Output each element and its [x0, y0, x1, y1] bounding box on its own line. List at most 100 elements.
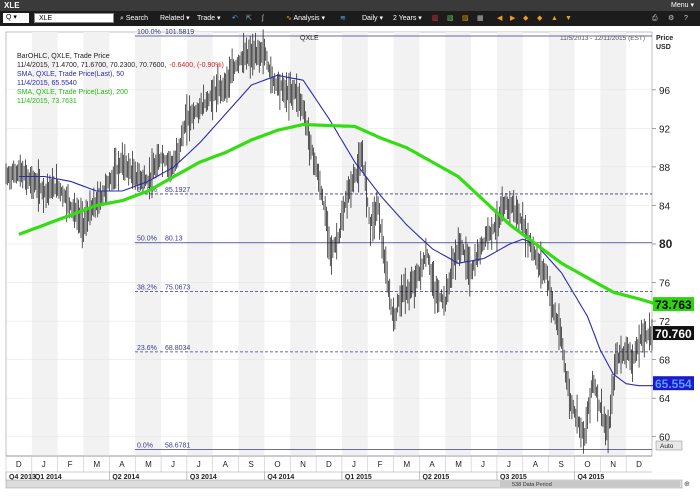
cursor-icon[interactable]: ⇱ — [246, 15, 252, 22]
range-label: 2 Years — [393, 15, 417, 22]
month-label: M — [145, 460, 152, 469]
menu-label: Menu — [671, 2, 689, 9]
help-icon[interactable]: ? — [684, 15, 688, 22]
month-label: J — [42, 460, 46, 469]
quarter-label: Q4 2014 — [267, 474, 294, 481]
month-label: D — [16, 460, 22, 469]
month-label: J — [507, 460, 511, 469]
trade-menu[interactable]: Trade ▾ — [197, 15, 221, 22]
data-period-label: 538 Data Period — [512, 482, 552, 488]
related-label: Related — [160, 15, 185, 22]
price-axis-label: Price — [656, 35, 673, 42]
sma50-line — [18, 74, 666, 387]
horizontal-scrollbar[interactable] — [5, 479, 683, 489]
sma200-last-box — [653, 297, 694, 312]
month-label: J — [352, 460, 356, 469]
legend-change: -0.6400, (-0.90%) — [169, 62, 223, 69]
grid-icon[interactable]: ▦ — [477, 15, 484, 22]
analysis-menu[interactable]: ∿ Analysis ▾ — [286, 15, 325, 22]
month-label: S — [559, 460, 564, 469]
chart-type-icon[interactable]: ▥ — [432, 15, 439, 22]
quarter-label: Q4 2015 — [577, 474, 604, 481]
quarter-label: Q2 2014 — [112, 474, 139, 481]
fib-value-label: 75.0673 — [165, 285, 190, 292]
y-tick-label: 76 — [659, 279, 671, 290]
month-label: D — [636, 460, 642, 469]
quote-type-label: Q — [6, 14, 12, 21]
quarter-label: Q1 2014 — [35, 474, 62, 481]
expand-icon[interactable]: ◆ — [523, 15, 529, 22]
month-label: O — [274, 460, 280, 469]
fib-pct-label: 50.0% — [137, 236, 157, 243]
month-label: S — [248, 460, 253, 469]
month-label: J — [197, 460, 201, 469]
y-tick-label: 68 — [659, 356, 671, 367]
quote-type-select[interactable]: Q ▾ — [3, 13, 29, 23]
y-tick-label: 80 — [659, 237, 673, 251]
quarter-label: Q1 2015 — [345, 474, 372, 481]
y-axis-labels: 60 64 68 72 76 80 84 88 92 96 — [652, 86, 673, 444]
month-label: A — [533, 460, 539, 469]
interval-menu[interactable]: Daily ▾ — [362, 15, 384, 22]
y-tick-label: 92 — [659, 124, 671, 135]
y-tick-label: 64 — [659, 394, 671, 405]
fib-pct-label: 0.0% — [137, 442, 153, 449]
quarter-label: Q3 2015 — [500, 474, 527, 481]
sma50-last-label: 65.554 — [655, 377, 692, 391]
search-button[interactable]: ⌕ Search — [120, 13, 148, 24]
scroll-left-icon[interactable]: ◀ — [497, 15, 503, 22]
legend-sma50-value: 11/4/2015, 65.5540 — [17, 80, 77, 87]
y-tick-label: 60 — [659, 433, 671, 444]
scrollbar-thumb[interactable] — [500, 481, 680, 487]
range-menu[interactable]: 2 Years ▾ — [393, 15, 422, 22]
chart-date-range: 11/5/2013 - 12/11/2015 (EST) — [560, 35, 645, 42]
related-menu[interactable]: Related ▾ — [160, 15, 190, 22]
auto-scale-label: Auto — [660, 443, 674, 450]
month-label: A — [429, 460, 435, 469]
symbol-input[interactable]: XLE — [34, 13, 114, 23]
month-label: F — [68, 460, 73, 469]
analysis-label: Analysis — [293, 15, 320, 22]
compare-icon[interactable]: ▨ — [462, 15, 469, 22]
collapse-icon[interactable]: ◆ — [537, 15, 543, 22]
zoom-in-icon[interactable]: ▲ — [551, 15, 558, 22]
quarter-label: Q3 2014 — [190, 474, 217, 481]
legend-price-values: 11/4/2015, 71.4700, 71.6700, 70.2300, 70… — [17, 62, 224, 69]
month-label: O — [584, 460, 590, 469]
studies-icon[interactable]: ≋ — [340, 15, 346, 22]
month-label: J — [171, 460, 175, 469]
menu-button[interactable]: Menu ▾ — [671, 2, 694, 9]
search-label: Search — [125, 15, 149, 22]
zoom-circle-icon[interactable]: ⊕ — [684, 481, 690, 488]
undo-icon[interactable]: ↶ — [232, 15, 238, 22]
last-price-label: 70.760 — [655, 327, 692, 341]
y-tick-label: 84 — [659, 201, 671, 212]
month-label: N — [610, 460, 616, 469]
price-boxes: 73.763 70.760 65.554 — [653, 297, 694, 391]
auto-scale-button[interactable] — [655, 440, 683, 451]
window-title: XLE — [4, 1, 20, 10]
chart-symbol-title: QXLE — [300, 35, 319, 42]
chart-area[interactable]: 100.0% 101.5819 61.8% 85.1927 50.0% 80.13 38.2… — [0, 26, 700, 494]
month-label: N — [300, 460, 306, 469]
symbol-value: XLE — [39, 15, 53, 22]
settings-icon[interactable]: ⚙ — [668, 15, 675, 22]
fib-pct-label: 23.6% — [137, 345, 157, 352]
search-icon: ⌕ — [120, 15, 124, 22]
legend: BarOHLC, QXLE, Trade Price 11/4/2015, 71… — [17, 53, 224, 105]
y-tick-label: 72 — [659, 317, 671, 328]
draw-tool-icon[interactable]: ʃ — [262, 15, 264, 22]
fib-value-label: 101.5819 — [165, 29, 194, 36]
zoom-out-icon[interactable]: ▼ — [565, 15, 572, 22]
quarter-label: Q4 2013 — [9, 474, 36, 481]
month-label: A — [223, 460, 229, 469]
fib-pct-label: 100.0% — [137, 29, 161, 36]
month-label: A — [119, 460, 125, 469]
quarter-label: Q2 2015 — [422, 474, 449, 481]
print-icon[interactable]: ⎙ — [652, 15, 658, 22]
scroll-right-icon[interactable]: ▶ — [510, 15, 516, 22]
zoom-icon[interactable]: ▧ — [447, 15, 454, 22]
legend-price-title: BarOHLC, QXLE, Trade Price — [17, 53, 110, 60]
